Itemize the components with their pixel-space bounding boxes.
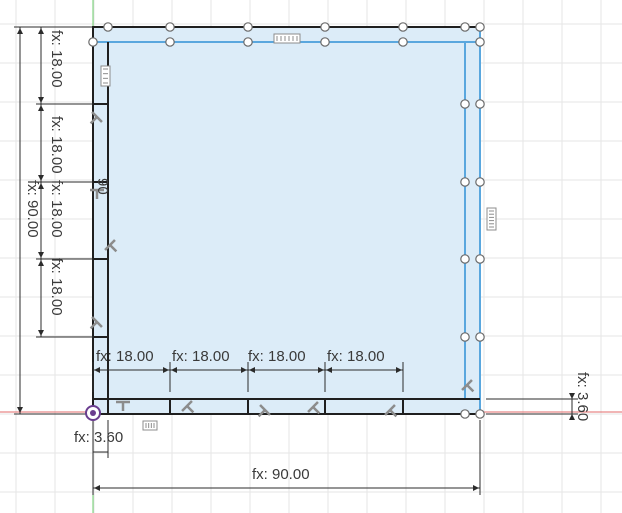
profile-fill[interactable] <box>93 27 480 414</box>
dimension-arrow <box>318 367 324 373</box>
dimension-lines <box>14 26 578 495</box>
dimension-arrow <box>38 105 44 111</box>
sketch-points <box>88 22 485 419</box>
right-thickness-label[interactable]: fx: 3.60 <box>574 372 591 421</box>
perpendicular-constraint-icon <box>257 404 271 418</box>
dimension-arrow <box>17 28 23 34</box>
dimension-arrow <box>326 367 332 373</box>
dimension-arrow <box>473 485 479 491</box>
sketch-point <box>320 22 330 32</box>
sketch-point <box>475 37 485 47</box>
dimension-arrow <box>38 97 44 103</box>
sketch-point <box>460 332 470 342</box>
sketch-point <box>88 37 98 47</box>
dimension-arrow <box>38 175 44 181</box>
dimension-arrow <box>38 28 44 34</box>
sketch-point <box>475 332 485 342</box>
dimension-arrow <box>241 367 247 373</box>
dimension-arrow <box>38 330 44 336</box>
horizontal-dim-label-2[interactable]: fx: 18.00 <box>172 348 230 365</box>
sketch-point <box>460 409 470 419</box>
vertical-dim-label-3[interactable]: fx: 18.00 <box>48 180 65 238</box>
horizontal-constraint-icon <box>273 33 301 44</box>
perpendicular-constraint-icon <box>89 111 103 125</box>
sketch-point <box>475 99 485 109</box>
horizontal-constraint-icon <box>142 420 158 431</box>
perpendicular-constraint-icon <box>104 239 118 253</box>
sketch-point <box>475 409 485 419</box>
horizontal-constraint-icon <box>100 65 111 87</box>
sketch-point <box>460 254 470 264</box>
sketch-point <box>398 37 408 47</box>
vertical-dim-label-4[interactable]: fx: 18.00 <box>48 258 65 316</box>
sketch-point <box>460 22 470 32</box>
sketch-point <box>320 37 330 47</box>
sketch-point <box>475 22 485 32</box>
sketch-point <box>165 37 175 47</box>
left-segment-ticks <box>93 103 108 338</box>
sketch-point <box>103 22 113 32</box>
horizontal-dim-label-1[interactable]: fx: 18.00 <box>96 348 154 365</box>
dimension-arrow <box>38 183 44 189</box>
dimension-arrow <box>249 367 255 373</box>
overall-width-label[interactable]: fx: 90.00 <box>252 466 310 483</box>
constraint-glyphs <box>89 33 497 431</box>
sketch-point <box>460 99 470 109</box>
perpendicular-constraint-icon <box>116 400 130 411</box>
horizontal-constraint-icon <box>486 207 497 231</box>
sketch-point <box>460 177 470 187</box>
dimension-arrow <box>94 367 100 373</box>
dimension-arrow <box>17 407 23 413</box>
perpendicular-constraint-icon <box>384 404 398 418</box>
dimension-arrow <box>569 414 575 420</box>
horizontal-dim-label-3[interactable]: fx: 18.00 <box>248 348 306 365</box>
perpendicular-constraint-icon <box>461 379 475 393</box>
dimension-arrow <box>38 252 44 258</box>
sketch-point <box>475 254 485 264</box>
bottom-segment-ticks <box>169 399 404 414</box>
vertical-dim-label-2[interactable]: fx: 18.00 <box>48 116 65 174</box>
origin-point-dot <box>90 410 96 416</box>
dimension-arrow <box>396 367 402 373</box>
overall-height-label[interactable]: fx: 90.00 <box>24 180 41 238</box>
vertical-dim-label-1[interactable]: fx: 18.00 <box>48 30 65 88</box>
sketch-point <box>165 22 175 32</box>
sketch-point <box>398 22 408 32</box>
dimension-arrow <box>94 485 100 491</box>
sketch-point <box>475 177 485 187</box>
overlap-value-label: 90 <box>94 178 111 195</box>
perpendicular-constraint-icon <box>181 400 195 414</box>
perpendicular-constraint-icon <box>307 401 321 415</box>
perpendicular-constraint-icon <box>90 188 104 199</box>
left-thickness-label[interactable]: fx: 3.60 <box>74 429 123 446</box>
perpendicular-constraint-icon <box>89 316 103 330</box>
dimension-arrow <box>569 393 575 399</box>
sketch-point <box>243 22 253 32</box>
dimension-arrow <box>163 367 169 373</box>
dimension-arrow <box>171 367 177 373</box>
dimension-arrow <box>38 260 44 266</box>
sketch-point <box>243 37 253 47</box>
horizontal-dim-label-4[interactable]: fx: 18.00 <box>327 348 385 365</box>
